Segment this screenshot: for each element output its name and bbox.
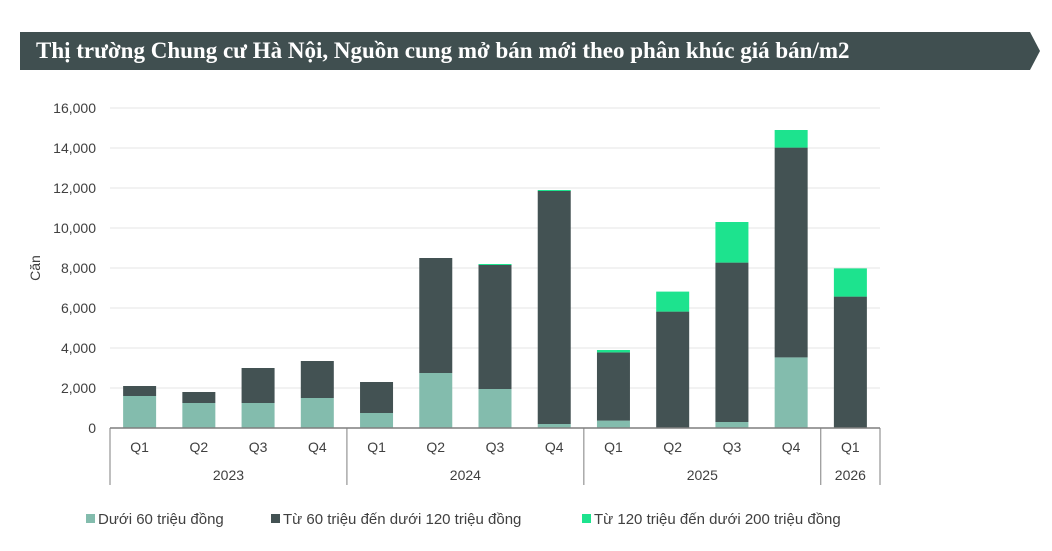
x-tick-label: Q3 bbox=[723, 439, 742, 455]
title-banner: Thị trường Chung cư Hà Nội, Nguồn cung m… bbox=[20, 32, 1040, 70]
legend-label: Dưới 60 triệu đồng bbox=[98, 511, 224, 528]
bar-segment-series-0 bbox=[478, 389, 512, 428]
y-tick-label: 12,000 bbox=[53, 180, 96, 196]
bar-segment-series-2 bbox=[774, 130, 808, 148]
x-tick-label: Q2 bbox=[426, 439, 445, 455]
bar-segment-series-1 bbox=[833, 296, 867, 428]
bar-segment-series-1 bbox=[478, 265, 512, 389]
chart-title: Thị trường Chung cư Hà Nội, Nguồn cung m… bbox=[36, 38, 850, 63]
y-axis: 0 2,000 4,000 6,000 8,000 10,000 12,000 14,000 1… bbox=[53, 100, 96, 436]
y-tick-label: 4,000 bbox=[61, 340, 96, 356]
bar-segment-series-1 bbox=[241, 368, 275, 403]
x-tick-label: Q1 bbox=[367, 439, 386, 455]
bar-segment-series-0 bbox=[715, 422, 749, 428]
bar-segment-series-1 bbox=[774, 147, 808, 358]
bar-segment-series-2 bbox=[656, 291, 690, 312]
x-tick-label: Q2 bbox=[663, 439, 682, 455]
x-group-label: 2023 bbox=[213, 467, 244, 483]
bar-segment-series-1 bbox=[656, 311, 690, 428]
y-tick-label: 0 bbox=[88, 420, 96, 436]
y-axis-label: Căn bbox=[27, 255, 43, 281]
bar-segment-series-2 bbox=[596, 350, 630, 353]
x-tick-label: Q3 bbox=[249, 439, 268, 455]
legend-swatch bbox=[86, 514, 95, 523]
x-tick-label: Q1 bbox=[130, 439, 149, 455]
bar-segment-series-1 bbox=[123, 386, 157, 396]
bar-segment-series-1 bbox=[360, 382, 394, 413]
legend-swatch bbox=[582, 514, 591, 523]
x-tick-label: Q2 bbox=[190, 439, 209, 455]
y-tick-label: 2,000 bbox=[61, 380, 96, 396]
y-tick-label: 6,000 bbox=[61, 300, 96, 316]
y-tick-label: 10,000 bbox=[53, 220, 96, 236]
legend: Dưới 60 triệu đồng Từ 60 triệu đến dưới 1… bbox=[86, 511, 841, 528]
bar-segment-series-1 bbox=[715, 262, 749, 422]
x-group-label: 2024 bbox=[450, 467, 481, 483]
x-tick-label: Q4 bbox=[545, 439, 564, 455]
y-tick-label: 16,000 bbox=[53, 100, 96, 116]
x-tick-label: Q1 bbox=[604, 439, 623, 455]
bars bbox=[123, 130, 867, 428]
legend-label: Từ 60 triệu đến dưới 120 triệu đồng bbox=[283, 511, 521, 528]
bar-segment-series-1 bbox=[182, 392, 216, 403]
x-tick-label: Q4 bbox=[308, 439, 327, 455]
y-tick-label: 8,000 bbox=[61, 260, 96, 276]
bar-segment-series-0 bbox=[241, 403, 275, 428]
y-tick-label: 14,000 bbox=[53, 140, 96, 156]
legend-label: Từ 120 triệu đến dưới 200 triệu đồng bbox=[594, 511, 841, 528]
legend-swatch bbox=[271, 514, 280, 523]
bar-segment-series-2 bbox=[537, 190, 571, 191]
bar-segment-series-0 bbox=[300, 398, 334, 428]
bar-segment-series-1 bbox=[300, 361, 334, 398]
bar-segment-series-0 bbox=[360, 413, 394, 428]
bar-segment-series-0 bbox=[123, 396, 157, 428]
x-axis: Q1 Q2 Q3 Q4 Q1 Q2 Q3 Q4 Q1 Q2 Q3 Q4 Q1 2023 2024 2025 20… bbox=[109, 427, 881, 485]
bar-segment-series-2 bbox=[715, 222, 749, 263]
x-tick-label: Q1 bbox=[841, 439, 860, 455]
x-tick-label: Q4 bbox=[782, 439, 801, 455]
x-group-label: 2025 bbox=[687, 467, 718, 483]
bar-segment-series-0 bbox=[537, 424, 571, 428]
bar-segment-series-1 bbox=[537, 191, 571, 424]
bar-segment-series-0 bbox=[419, 373, 453, 428]
bar-segment-series-1 bbox=[596, 352, 630, 421]
title-banner-bg bbox=[20, 32, 1040, 70]
bar-segment-series-1 bbox=[419, 258, 453, 373]
x-group-label: 2026 bbox=[835, 467, 866, 483]
bar-segment-series-0 bbox=[182, 403, 216, 428]
bar-segment-series-0 bbox=[596, 420, 630, 428]
bar-segment-series-0 bbox=[774, 357, 808, 428]
bar-segment-series-2 bbox=[478, 264, 512, 265]
x-tick-label: Q3 bbox=[486, 439, 505, 455]
bar-segment-series-2 bbox=[833, 268, 867, 297]
